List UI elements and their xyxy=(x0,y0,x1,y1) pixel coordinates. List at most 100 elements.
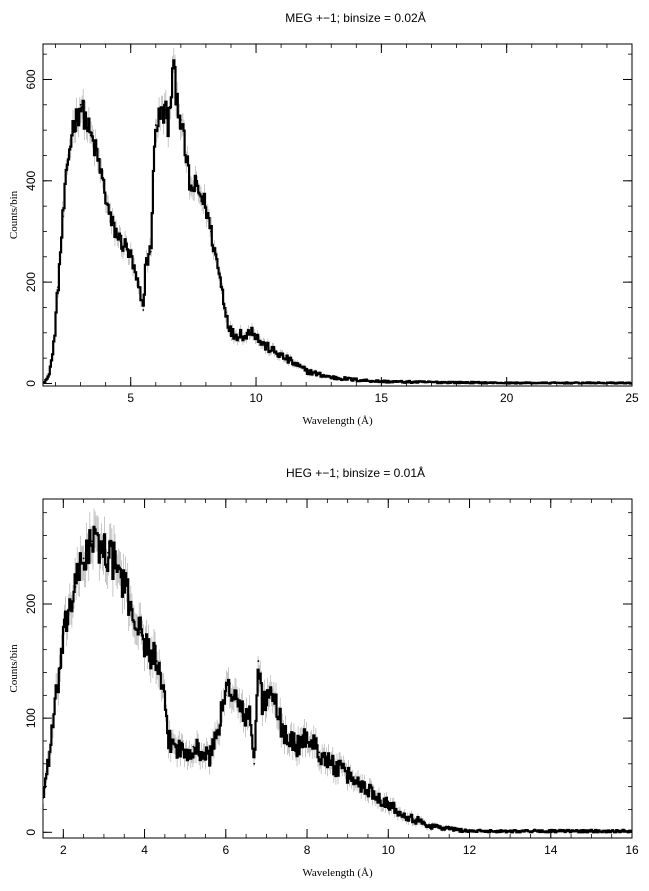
data-point xyxy=(66,614,69,617)
data-point xyxy=(167,129,170,132)
data-point xyxy=(98,546,101,548)
data-point xyxy=(147,648,150,651)
data-point xyxy=(411,817,414,820)
data-point xyxy=(54,321,57,324)
data-point xyxy=(176,745,178,748)
data-point xyxy=(179,119,182,121)
data-point xyxy=(57,286,59,289)
chart-title: HEG +−1; binsize = 0.01Å xyxy=(286,465,425,480)
data-point xyxy=(235,334,237,337)
data-point xyxy=(89,134,92,137)
data-point xyxy=(144,260,147,263)
data-point xyxy=(280,354,283,357)
data-point xyxy=(94,149,97,152)
data-point xyxy=(104,195,107,197)
spectrum-line xyxy=(43,59,632,385)
data-point xyxy=(169,98,172,101)
spectrum-trace-group xyxy=(43,508,632,834)
data-point xyxy=(255,334,257,337)
data-point xyxy=(317,373,320,376)
data-point xyxy=(90,540,93,543)
data-point xyxy=(109,220,112,223)
data-point xyxy=(50,740,53,742)
data-point xyxy=(114,230,117,233)
data-point xyxy=(67,159,69,162)
data-point xyxy=(405,381,408,383)
data-point xyxy=(82,557,85,560)
data-point xyxy=(631,382,632,384)
data-point xyxy=(174,88,177,91)
data-point xyxy=(455,381,458,384)
data-point xyxy=(298,745,300,748)
data-point xyxy=(257,660,260,662)
data-point xyxy=(281,728,284,731)
data-point xyxy=(590,830,593,833)
data-point xyxy=(149,250,152,253)
data-point xyxy=(129,255,132,258)
data-point xyxy=(265,694,268,697)
y-tick-label: 600 xyxy=(24,69,38,89)
data-point xyxy=(159,114,162,116)
plot-frame xyxy=(42,498,633,839)
data-point xyxy=(200,751,203,754)
data-point xyxy=(330,762,333,765)
data-point xyxy=(208,757,211,760)
data-point xyxy=(250,326,252,329)
error-bars xyxy=(43,508,632,833)
y-tick-label: 100 xyxy=(24,708,38,728)
data-point xyxy=(184,751,187,754)
data-point xyxy=(305,369,308,372)
data-point xyxy=(261,705,264,708)
y-tick-label: 200 xyxy=(24,272,38,292)
data-point xyxy=(380,380,383,383)
data-point xyxy=(355,379,358,381)
x-axis-title: Wavelength (Å) xyxy=(302,867,373,879)
x-tick-label: 15 xyxy=(375,391,389,405)
data-point xyxy=(139,296,142,299)
data-point xyxy=(260,342,262,344)
data-point xyxy=(124,245,127,248)
data-point xyxy=(509,830,512,833)
data-point xyxy=(220,281,222,284)
data-point xyxy=(224,694,227,697)
x-tick-label: 12 xyxy=(463,843,477,857)
data-point xyxy=(43,381,44,384)
data-point xyxy=(43,797,44,799)
x-tick-label: 8 xyxy=(304,843,311,857)
x-tick-label: 2 xyxy=(60,843,67,857)
data-point xyxy=(184,154,187,157)
data-point xyxy=(134,276,137,278)
data-point xyxy=(115,563,118,565)
data-point xyxy=(241,711,243,714)
data-point xyxy=(253,762,256,765)
data-point xyxy=(228,683,231,685)
x-tick-label: 10 xyxy=(249,391,263,405)
data-point xyxy=(216,728,219,731)
data-point xyxy=(249,717,252,720)
chart-title: MEG +−1; binsize = 0.02Å xyxy=(285,10,425,25)
data-point xyxy=(448,827,451,830)
x-axis-title: Wavelength (Å) xyxy=(302,415,373,427)
data-point xyxy=(62,215,64,218)
data-point xyxy=(107,551,109,554)
spectrum-line xyxy=(43,525,632,834)
y-tick-label: 0 xyxy=(24,380,38,387)
data-point xyxy=(306,734,308,737)
data-point xyxy=(123,585,126,588)
data-point xyxy=(164,108,167,111)
data-point xyxy=(47,377,49,380)
data-point xyxy=(330,376,333,379)
y-tick-label: 200 xyxy=(24,594,38,614)
data-point xyxy=(142,309,145,311)
data-point xyxy=(131,608,134,611)
data-point xyxy=(192,745,195,748)
data-point xyxy=(225,311,227,314)
data-point xyxy=(99,169,102,172)
data-point xyxy=(267,347,270,349)
y-axis-title: Counts/bin xyxy=(8,190,20,239)
data-point xyxy=(230,331,232,334)
data-point xyxy=(210,230,212,233)
data-point xyxy=(205,205,207,208)
data-point xyxy=(292,362,295,365)
